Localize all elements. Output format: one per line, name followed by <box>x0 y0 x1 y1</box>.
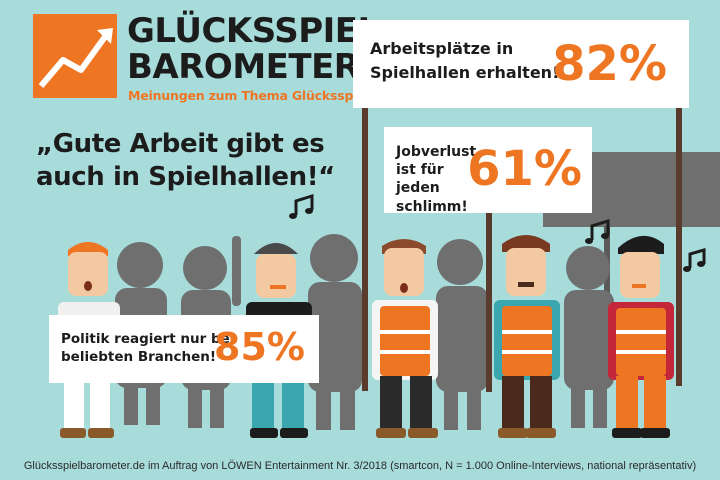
headline-quote: „Gute Arbeit gibt es auch in Spielhallen… <box>36 129 335 193</box>
brand-name-line1: GLÜCKSSPIEL <box>127 11 379 51</box>
trend-arrow-icon <box>38 28 113 88</box>
sign-label: Arbeitsplätze in Spielhallen erhalten! <box>370 39 560 82</box>
brand-tagline: Meinungen zum Thema Glücksspiel <box>128 88 370 103</box>
person-3 <box>372 239 438 438</box>
sign-label: Politik reagiert nur bei beliebten Branc… <box>61 331 235 366</box>
sign-jobs-preserved: Arbeitsplätze in Spielhallen erhalten! 8… <box>353 20 689 108</box>
music-notes <box>289 193 706 272</box>
person-4 <box>494 235 560 438</box>
sign-politics: Politik reagiert nur bei beliebten Branc… <box>49 315 319 383</box>
sign-job-loss: Jobverlust ist für jeden schlimm! 61% <box>384 127 592 215</box>
person-5 <box>608 235 674 438</box>
sign-label: Jobverlust ist für jeden schlimm! <box>396 144 477 215</box>
sign-percentage: 85% <box>214 325 305 369</box>
brand-name-line2: BAROMETER <box>127 47 360 87</box>
logo-icon <box>33 14 117 98</box>
sign-percentage: 82% <box>552 36 667 92</box>
sign-percentage: 61% <box>467 141 582 197</box>
footer-source: Glücksspielbarometer.de im Auftrag von L… <box>23 460 697 472</box>
